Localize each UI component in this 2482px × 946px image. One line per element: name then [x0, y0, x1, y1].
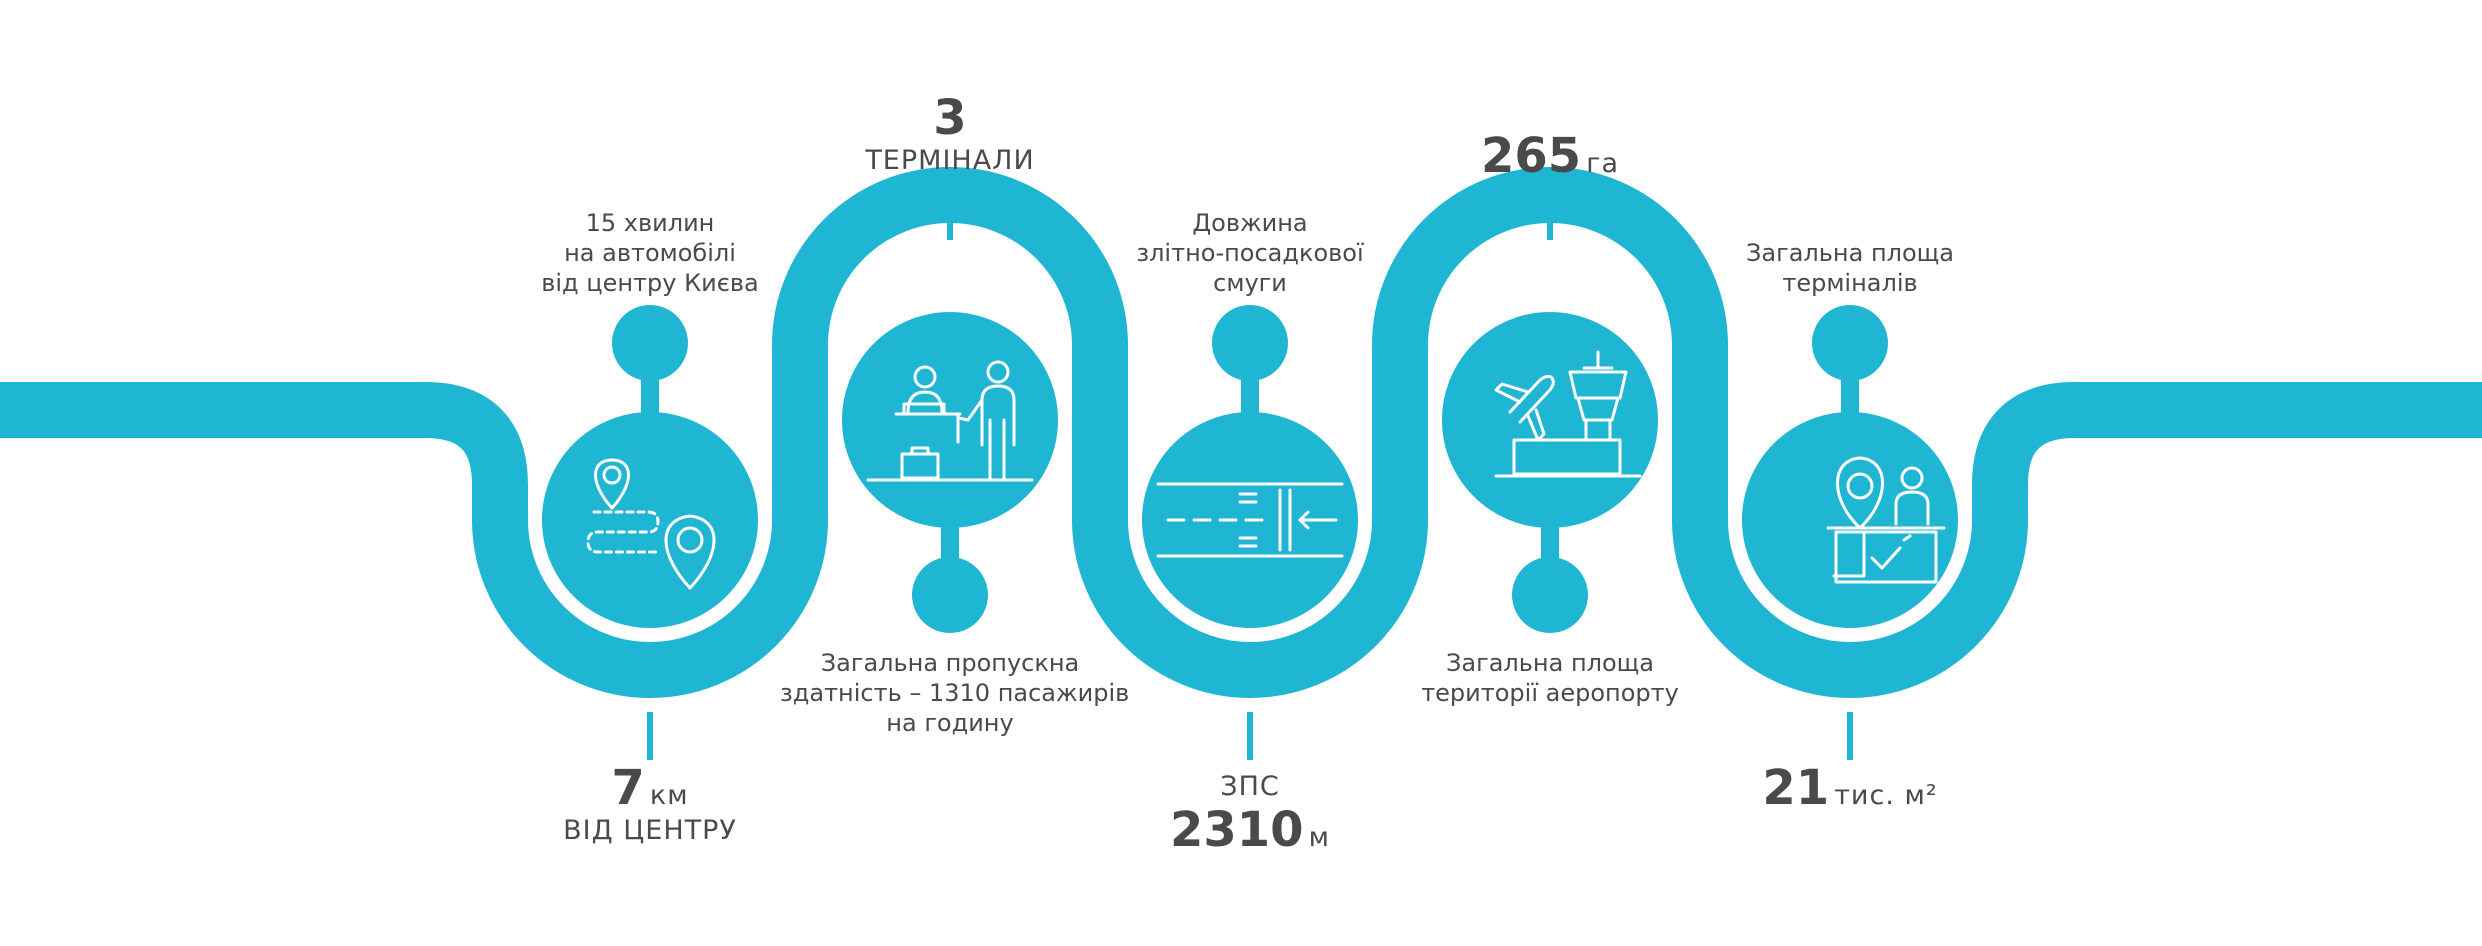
description-4-line: Загальна площа [1446, 649, 1654, 677]
stat-2-value: 3 [933, 90, 967, 146]
node-5 [1742, 305, 1958, 628]
description-2-line: Загальна пропускна [820, 649, 1080, 677]
description-5: Загальна площа терміналів [1700, 238, 2000, 298]
stat-3-value: 2310 [1169, 802, 1304, 858]
stat-3: ЗПС 2310 м [1100, 770, 1400, 856]
stat-5-unit: тис. м² [1834, 780, 1938, 811]
stat-2-label: ТЕРМІНАЛИ [865, 145, 1035, 176]
description-3-line: злітно-посадкової [1136, 239, 1364, 267]
description-3: Довжина злітно-посадкової смуги [1100, 208, 1400, 298]
description-2: Загальна пропускна здатність – 1310 паса… [780, 648, 1130, 738]
description-4: Загальна площа території аеропорту [1380, 648, 1720, 708]
stat-1-value: 7 [611, 760, 645, 816]
stat-1-unit: км [649, 780, 689, 811]
stat-4-value: 265 [1480, 128, 1582, 184]
description-2-line: на годину [886, 709, 1014, 737]
description-3-line: смуги [1213, 269, 1287, 297]
description-5-line: Загальна площа [1746, 239, 1954, 267]
route-pin-icon [586, 458, 716, 590]
control-tower-icon [1494, 350, 1642, 478]
stat-3-label: ЗПС [1220, 771, 1280, 802]
description-1-line: на автомобілі [564, 239, 736, 267]
terminal-pin-icon [1826, 456, 1946, 584]
stat-1: 7 км ВІД ЦЕНТРУ [500, 762, 800, 848]
runway-icon [1156, 482, 1344, 558]
stat-4: 265 га [1400, 130, 1700, 182]
stat-1-label: ВІД ЦЕНТРУ [563, 815, 737, 846]
node-1 [542, 305, 758, 628]
stat-5: 21 тис. м² [1700, 762, 2000, 814]
node-2 [842, 312, 1058, 633]
description-5-line: терміналів [1782, 269, 1918, 297]
description-1: 15 хвилин на автомобілі від центру Києва [500, 208, 800, 298]
stat-5-value: 21 [1762, 760, 1830, 816]
description-3-line: Довжина [1192, 209, 1308, 237]
description-2-line: здатність – 1310 пасажирів [780, 679, 1130, 707]
stat-4-unit: га [1586, 148, 1620, 179]
winding-path [0, 167, 2482, 698]
description-1-line: від центру Києва [541, 269, 759, 297]
description-1-line: 15 хвилин [585, 209, 715, 237]
check-in-desk-icon [866, 360, 1034, 482]
node-3 [1142, 305, 1358, 628]
stat-3-unit: м [1308, 822, 1331, 853]
stat-2: 3 ТЕРМІНАЛИ [800, 92, 1100, 178]
description-4-line: території аеропорту [1421, 679, 1679, 707]
